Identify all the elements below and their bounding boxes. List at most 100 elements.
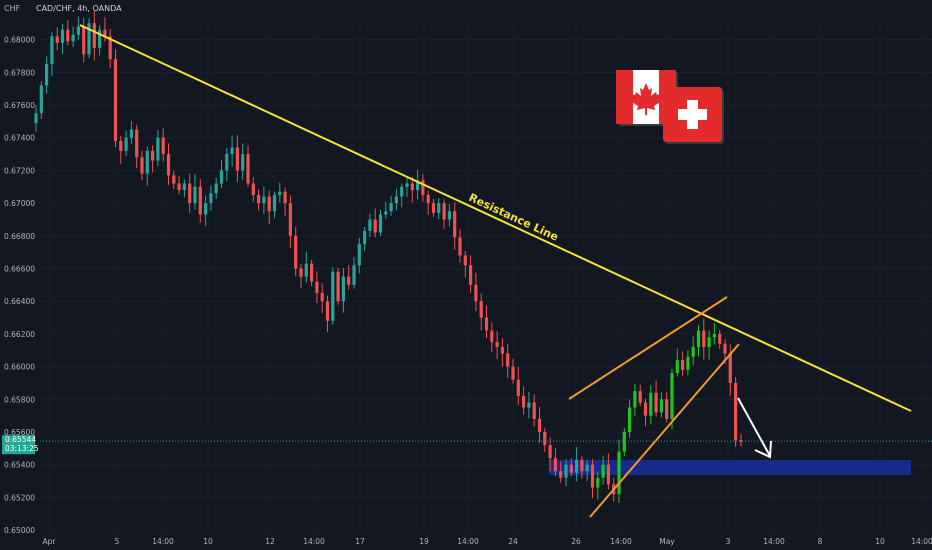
candle	[532, 394, 536, 427]
x-tick-label: 12	[265, 537, 275, 546]
x-tick-label: 3	[726, 537, 731, 546]
candle-body	[294, 235, 298, 269]
candle-body	[522, 396, 526, 408]
candle	[458, 228, 462, 263]
price-badge-countdown: 03:13:25	[5, 444, 39, 453]
candle-body	[559, 471, 563, 478]
y-tick-label: 0.66000	[4, 363, 35, 372]
candle-body	[373, 219, 377, 233]
candle	[87, 18, 91, 59]
candle-body	[410, 183, 414, 191]
candle-body	[500, 346, 504, 354]
candle-body	[161, 137, 165, 155]
candle	[511, 359, 515, 384]
y-tick-label: 0.66400	[4, 297, 35, 306]
candle-body	[569, 464, 573, 473]
price-axis[interactable]: 0.68000 0.67800 0.67600 0.67400 0.67200 0.670…	[4, 36, 35, 535]
candle	[113, 49, 118, 148]
y-tick-label: 0.67000	[4, 199, 35, 208]
candle-body	[617, 451, 621, 495]
candle	[665, 392, 669, 423]
candle-body	[87, 23, 91, 55]
candle	[267, 190, 271, 224]
y-tick-label: 0.65600	[4, 428, 35, 437]
candle-body	[299, 268, 303, 277]
candle	[628, 399, 632, 438]
candle	[431, 199, 436, 217]
candle-body	[347, 276, 351, 285]
candle-body	[654, 392, 658, 413]
candle	[320, 283, 324, 314]
candle	[325, 295, 330, 333]
candle-body	[469, 265, 473, 285]
candle-body	[177, 183, 181, 191]
candle	[257, 189, 261, 211]
y-tick-label: 0.66200	[4, 330, 35, 339]
candle	[145, 146, 149, 187]
support-zone[interactable]	[549, 460, 911, 475]
candle	[357, 237, 361, 274]
candle	[373, 208, 377, 238]
candle-body	[315, 281, 319, 294]
candles	[34, 10, 743, 503]
candle	[670, 368, 674, 430]
candle-body	[511, 366, 515, 380]
candle	[177, 175, 181, 195]
candle	[606, 453, 610, 490]
candle-body	[649, 392, 653, 416]
resistance-line[interactable]	[79, 24, 912, 412]
candle-body	[665, 399, 669, 419]
price-badge-value: 0.65544	[5, 435, 36, 444]
candle	[135, 124, 139, 169]
time-axis[interactable]: Apr 5 14:00 10 12 14:00 17 19 14:00 24 26 14:00 May 3…	[43, 537, 932, 546]
candle	[675, 348, 679, 377]
candle-body	[405, 183, 409, 187]
candle-body	[214, 183, 218, 194]
candle-body	[92, 23, 96, 48]
candle	[188, 173, 192, 213]
candle-body	[400, 186, 404, 197]
candle-body	[204, 203, 208, 215]
candle	[204, 195, 208, 227]
candle	[60, 23, 65, 54]
candle-body	[421, 180, 425, 195]
candle	[622, 427, 626, 457]
candle	[437, 198, 441, 220]
x-tick-label: 26	[571, 537, 581, 546]
candle	[161, 128, 165, 162]
candle-body	[357, 243, 361, 266]
candle	[500, 338, 504, 367]
x-tick-label: 5	[115, 537, 120, 546]
channel-lower-line[interactable]	[589, 343, 740, 518]
candle-body	[310, 263, 314, 282]
candle	[55, 27, 59, 51]
candle-body	[463, 255, 467, 266]
candle	[596, 471, 600, 500]
candle	[453, 202, 457, 250]
candle	[294, 226, 298, 277]
candle-body	[145, 150, 149, 174]
candle-body	[55, 36, 59, 43]
candle	[553, 448, 557, 477]
candle	[463, 250, 467, 278]
candle-body	[484, 317, 489, 331]
x-tick-label: 14:00	[457, 537, 479, 546]
candle-body	[416, 180, 420, 191]
candle-body	[219, 170, 224, 184]
candle	[575, 447, 579, 482]
candle	[39, 80, 43, 119]
x-tick-label: 10	[875, 537, 885, 546]
forecast-arrow[interactable]	[737, 397, 772, 459]
candle-body	[209, 193, 213, 204]
candle-body	[257, 194, 261, 204]
candle	[654, 380, 658, 417]
candle	[331, 266, 335, 325]
candle	[495, 331, 499, 360]
candle-body	[108, 36, 112, 60]
candle	[506, 344, 510, 379]
candle-body	[691, 346, 695, 357]
channel-upper-line[interactable]	[568, 296, 728, 400]
candle	[548, 437, 552, 472]
